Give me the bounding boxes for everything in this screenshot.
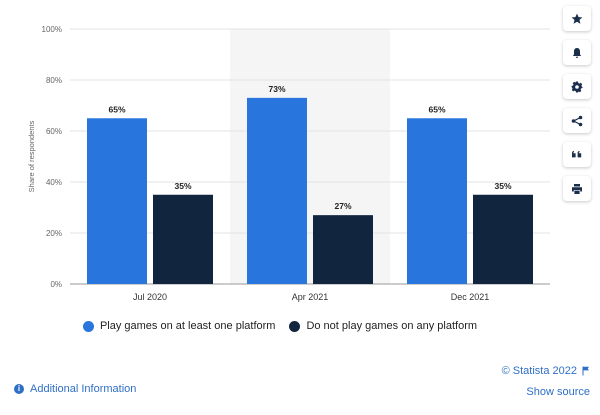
data-label: 35% [174,181,191,191]
info-icon: i [14,384,24,394]
data-label: 73% [268,84,285,94]
print-button[interactable] [563,176,591,201]
footer-source: © Statista 2022 Show source [502,365,590,398]
bell-icon [572,47,582,58]
chart-toolbar [563,6,591,201]
copyright-text[interactable]: © Statista 2022 [501,365,577,377]
legend-label-play-games: Play games on at least one platform [99,320,276,332]
bar-no-games [153,194,213,284]
y-tick-label: 40% [46,178,62,187]
gear-icon [571,81,583,92]
favorite-button[interactable] [563,6,591,31]
x-tick-label: Jul 2020 [133,292,167,302]
y-tick-label: 80% [46,76,62,85]
additional-information-label: Additional Information [30,383,137,395]
legend-item-no-games[interactable]: Do not play games on any platform [289,320,477,332]
share-button[interactable] [563,108,591,133]
share-icon [571,115,583,126]
data-label: 35% [494,181,511,191]
y-tick-label: 20% [46,229,62,238]
y-axis-label: Share of respondents [27,120,36,192]
print-icon [572,183,582,194]
data-label: 65% [108,104,125,114]
quote-icon [572,150,582,157]
legend-marker-play-games [82,320,94,332]
y-tick-label: 60% [46,127,62,136]
bar-play-games [247,97,307,284]
legend-label-no-games: Do not play games on any platform [306,320,478,332]
y-tick-label: 100% [42,25,62,34]
legend-item-play-games[interactable]: Play games on at least one platform [82,320,276,332]
y-tick-label: 0% [50,280,62,289]
x-tick-label: Apr 2021 [292,292,329,302]
cite-button[interactable] [563,142,591,167]
star-icon [571,13,583,24]
bar-play-games [407,118,467,284]
flag-icon [582,366,589,376]
data-label: 65% [428,104,445,114]
bar-no-games [473,194,533,284]
bar-chart: 0% 20% 40% 60% 80% 100% Share of respondents 65… [27,25,550,302]
legend-marker-no-games [289,320,301,332]
bar-no-games [313,215,373,284]
data-label: 27% [334,201,351,211]
settings-button[interactable] [563,74,591,99]
additional-information-link[interactable]: i Additional Information [14,383,136,395]
bar-play-games [87,118,147,284]
chart-legend: Play games on at least one platform Do n… [0,320,560,332]
notification-button[interactable] [563,40,591,65]
show-source-link[interactable]: Show source [526,386,590,398]
x-tick-label: Dec 2021 [451,292,490,302]
